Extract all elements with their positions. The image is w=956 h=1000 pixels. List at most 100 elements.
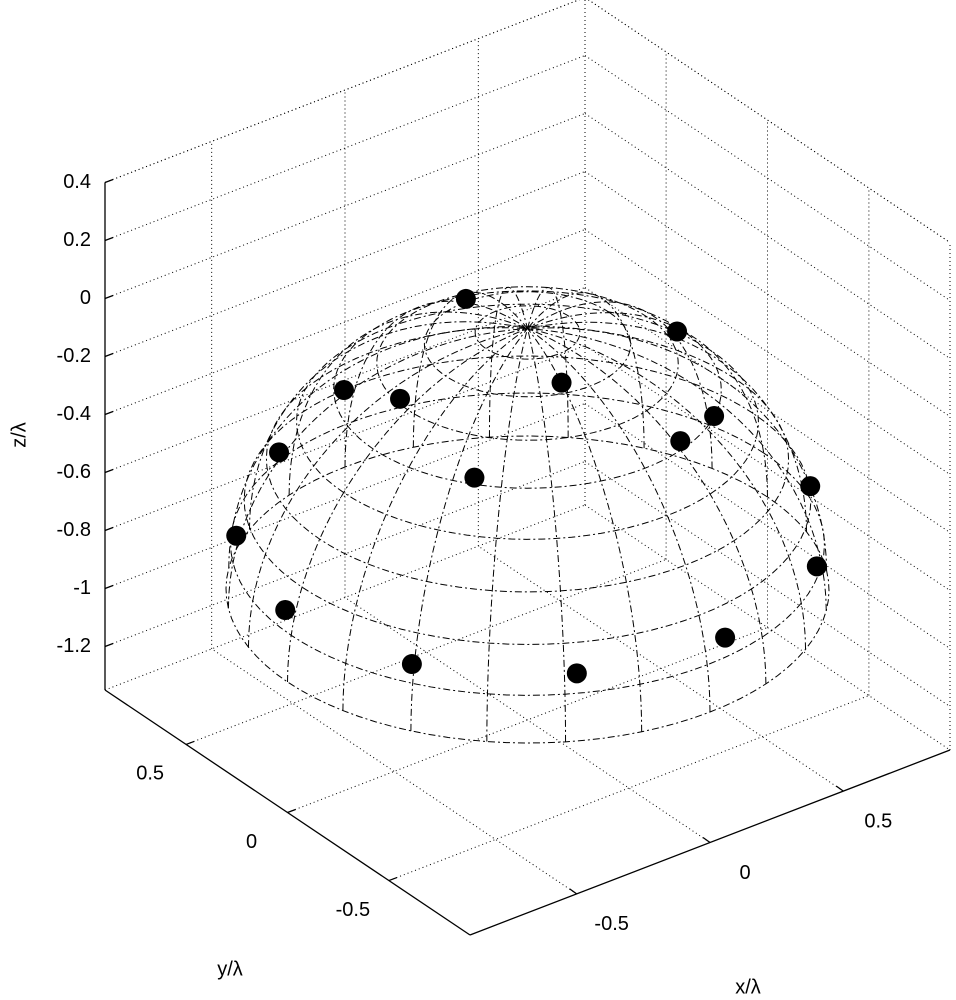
z-tick-label: -0.6 (57, 461, 91, 483)
mesh-meridian (247, 328, 528, 648)
mesh-meridian (527, 328, 711, 713)
grid-line (104, 403, 586, 589)
grid-line (104, 113, 586, 299)
x-tick-label: 0 (739, 862, 750, 884)
y-tick-label: 0 (246, 831, 257, 853)
mesh-parallel (296, 303, 759, 540)
grid-line (584, 403, 951, 649)
x-tick (835, 785, 844, 792)
z-tick-label: 0 (80, 287, 91, 309)
point (401, 654, 422, 675)
grid-line (104, 229, 586, 415)
y-tick-label: 0.5 (136, 763, 164, 785)
grid-line (287, 627, 768, 813)
grid-line (104, 0, 580, 183)
grid-line (388, 695, 870, 882)
hemisphere-mesh (225, 286, 830, 744)
point (390, 388, 411, 409)
point (566, 663, 587, 684)
mesh-meridian (227, 328, 528, 609)
z-tick (104, 642, 114, 648)
point (226, 525, 247, 546)
z-tick (104, 352, 114, 358)
z-tick-label: 0.4 (63, 171, 91, 193)
mesh-meridian (486, 328, 528, 742)
mesh-meridian (248, 321, 528, 530)
z-tick (104, 410, 114, 416)
mesh-parallel (230, 392, 825, 696)
mesh-parallel (423, 291, 632, 398)
mesh-meridian (527, 328, 567, 742)
grid-line (104, 461, 586, 647)
z-axis-label: z/λ (8, 422, 30, 448)
mesh-meridian (527, 327, 828, 571)
grid-line (104, 345, 586, 531)
mesh-parallel (474, 305, 581, 360)
point (269, 442, 290, 463)
grid-line (584, 113, 951, 359)
box-edge (104, 0, 580, 183)
mesh-parallel (376, 286, 679, 441)
point (667, 321, 688, 342)
mesh-meridian (527, 301, 713, 469)
x-axis (469, 749, 951, 936)
mesh-parallel (333, 290, 722, 489)
grid-layer (104, 0, 951, 895)
mesh-meridian (527, 312, 768, 498)
x-tick (702, 836, 711, 844)
y-axis-label: y/λ (217, 958, 243, 980)
y-tick (185, 740, 195, 746)
mesh-meridian (527, 286, 569, 438)
mesh-meridian (412, 291, 528, 448)
mesh-parallel (243, 355, 812, 645)
z-tick (104, 584, 114, 590)
x-tick (569, 888, 578, 895)
point (455, 288, 476, 309)
mesh-meridian (228, 327, 528, 569)
points (226, 288, 827, 684)
z-tick-label: -0.2 (57, 345, 91, 367)
z-tick (104, 236, 114, 242)
mesh-parallel (265, 325, 790, 593)
y-tick-label: -0.5 (336, 899, 370, 921)
point (275, 600, 296, 621)
grid-line (104, 55, 586, 241)
point (670, 431, 691, 452)
grid-line (344, 597, 711, 843)
grid-line (584, 461, 951, 707)
y-tick (287, 808, 296, 814)
mesh-parallel (225, 435, 830, 744)
grid-line (584, 55, 951, 301)
point (704, 406, 725, 427)
grid-line (185, 558, 667, 745)
mesh-meridian (287, 328, 528, 683)
point (806, 556, 827, 577)
point (715, 627, 736, 648)
mesh-meridian (527, 328, 807, 650)
z-tick (104, 178, 114, 184)
box-edge (587, 0, 951, 243)
point (800, 476, 821, 497)
x-axis-label: x/λ (735, 976, 761, 998)
z-tick-label: -1 (73, 577, 91, 599)
mesh-meridian (488, 286, 528, 438)
grid-line (211, 648, 577, 895)
grid-line (584, 229, 951, 475)
z-tick (104, 294, 114, 300)
mesh-meridian (527, 328, 767, 684)
axes: -0.5 0 0.5 -0.5 0 0.5 -1.2 -1 -0.8 -0.6 -0.4 -0.2 0 0… (57, 171, 951, 936)
grid-line (104, 171, 586, 357)
mesh-meridian (527, 292, 645, 449)
z-tick-label: 0.2 (63, 229, 91, 251)
point (464, 467, 485, 488)
z-tick (104, 468, 114, 474)
mesh-meridian (527, 321, 808, 532)
mesh-meridian (342, 328, 528, 711)
point (334, 380, 354, 401)
z-tick-label: -1.2 (57, 635, 91, 657)
z-tick (104, 526, 114, 532)
grid-line (104, 287, 586, 473)
point (551, 372, 572, 393)
z-tick-label: -0.8 (57, 519, 91, 541)
